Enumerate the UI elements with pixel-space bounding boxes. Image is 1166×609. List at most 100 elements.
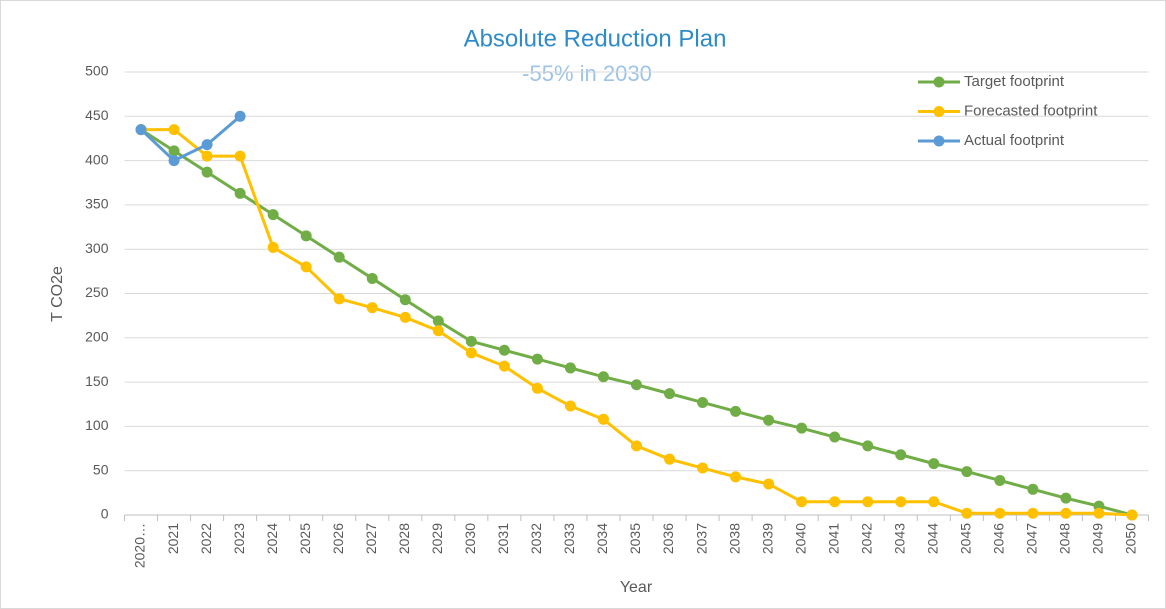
data-point	[597, 413, 609, 425]
legend-marker	[933, 135, 945, 147]
data-point	[234, 187, 246, 199]
data-point	[168, 155, 180, 167]
data-point	[333, 293, 345, 305]
data-point	[234, 110, 246, 122]
data-point	[267, 241, 279, 253]
chart-title: Absolute Reduction Plan	[464, 25, 727, 52]
x-tick-label: 2038	[726, 523, 742, 554]
x-tick-label: 2041	[825, 523, 841, 554]
data-point	[432, 325, 444, 337]
y-tick-label: 200	[85, 329, 109, 345]
data-point	[531, 382, 543, 394]
data-point	[796, 496, 808, 508]
data-point	[664, 388, 676, 400]
x-tick-label: 2031	[495, 523, 511, 554]
data-point	[928, 458, 940, 470]
x-tick-label: 2046	[991, 523, 1007, 554]
y-tick-label: 450	[85, 107, 109, 123]
data-point	[1126, 509, 1138, 521]
x-axis-label: Year	[620, 579, 653, 596]
x-tick-label: 2044	[924, 523, 940, 554]
chart-subtitle: -55% in 2030	[522, 61, 652, 86]
data-point	[664, 453, 676, 465]
y-tick-label: 150	[85, 373, 109, 389]
data-point	[135, 124, 147, 136]
data-point	[697, 462, 709, 474]
data-point	[763, 414, 775, 426]
data-point	[300, 230, 312, 242]
x-tick-label: 2026	[330, 523, 346, 554]
data-point	[895, 449, 907, 461]
x-tick-label: 2020…	[132, 523, 148, 568]
data-point	[1060, 492, 1072, 504]
data-point	[730, 405, 742, 417]
data-point	[498, 360, 510, 372]
data-point	[564, 362, 576, 374]
data-point	[597, 371, 609, 383]
y-tick-label: 350	[85, 196, 109, 212]
data-point	[1060, 507, 1072, 519]
data-point	[631, 379, 642, 391]
x-tick-label: 2035	[627, 523, 643, 554]
data-point	[928, 496, 940, 508]
x-tick-label: 2045	[958, 523, 974, 554]
x-tick-label: 2028	[396, 523, 412, 554]
data-point	[234, 150, 246, 162]
x-tick-label: 2032	[528, 523, 544, 554]
data-point	[829, 431, 841, 443]
y-tick-label: 250	[85, 284, 109, 300]
y-tick-label: 500	[85, 63, 109, 79]
data-point	[465, 335, 477, 347]
data-point	[465, 347, 477, 359]
data-point	[961, 466, 973, 478]
x-tick-label: 2027	[363, 523, 379, 554]
data-point	[201, 139, 213, 151]
x-tick-label: 2049	[1090, 523, 1106, 554]
data-point	[763, 478, 775, 490]
series-line	[139, 115, 242, 163]
y-axis-label: T CO2e	[49, 266, 66, 322]
x-tick-label: 2034	[594, 523, 610, 554]
data-point	[1027, 507, 1039, 519]
data-point	[564, 400, 576, 412]
x-tick-label: 2047	[1024, 523, 1040, 554]
data-point	[168, 145, 180, 157]
legend-label: Target footprint	[964, 73, 1065, 90]
x-tick-label: 2040	[792, 523, 808, 554]
data-point	[1027, 483, 1039, 495]
data-point	[1093, 507, 1105, 519]
x-tick-label: 2043	[891, 523, 907, 554]
x-tick-label: 2048	[1057, 523, 1073, 554]
data-point	[994, 474, 1006, 486]
y-tick-label: 400	[85, 151, 109, 167]
data-point	[399, 294, 411, 306]
x-tick-label: 2030	[462, 523, 478, 554]
data-point	[267, 209, 279, 221]
x-tick-label: 2033	[561, 523, 577, 554]
data-point	[498, 344, 510, 356]
data-point	[366, 302, 378, 314]
data-point	[862, 440, 874, 452]
x-tick-label: 2025	[297, 523, 313, 554]
data-point	[168, 124, 180, 136]
data-point	[862, 496, 874, 508]
x-tick-label: 2023	[231, 523, 247, 554]
data-point	[366, 272, 378, 284]
x-tick-label: 2024	[264, 523, 280, 554]
data-point	[531, 353, 543, 365]
data-point	[300, 261, 312, 273]
y-tick-label: 100	[85, 417, 109, 433]
data-point	[796, 422, 808, 434]
data-point	[201, 166, 213, 178]
data-point	[961, 507, 973, 519]
data-point	[432, 315, 444, 327]
x-tick-label: 2037	[693, 523, 709, 554]
y-tick-label: 50	[93, 461, 109, 477]
x-tick-label: 2050	[1123, 523, 1139, 554]
legend-label: Forecasted footprint	[964, 102, 1098, 119]
data-point	[895, 496, 907, 508]
data-point	[829, 496, 841, 508]
x-tick-label: 2042	[858, 523, 874, 554]
